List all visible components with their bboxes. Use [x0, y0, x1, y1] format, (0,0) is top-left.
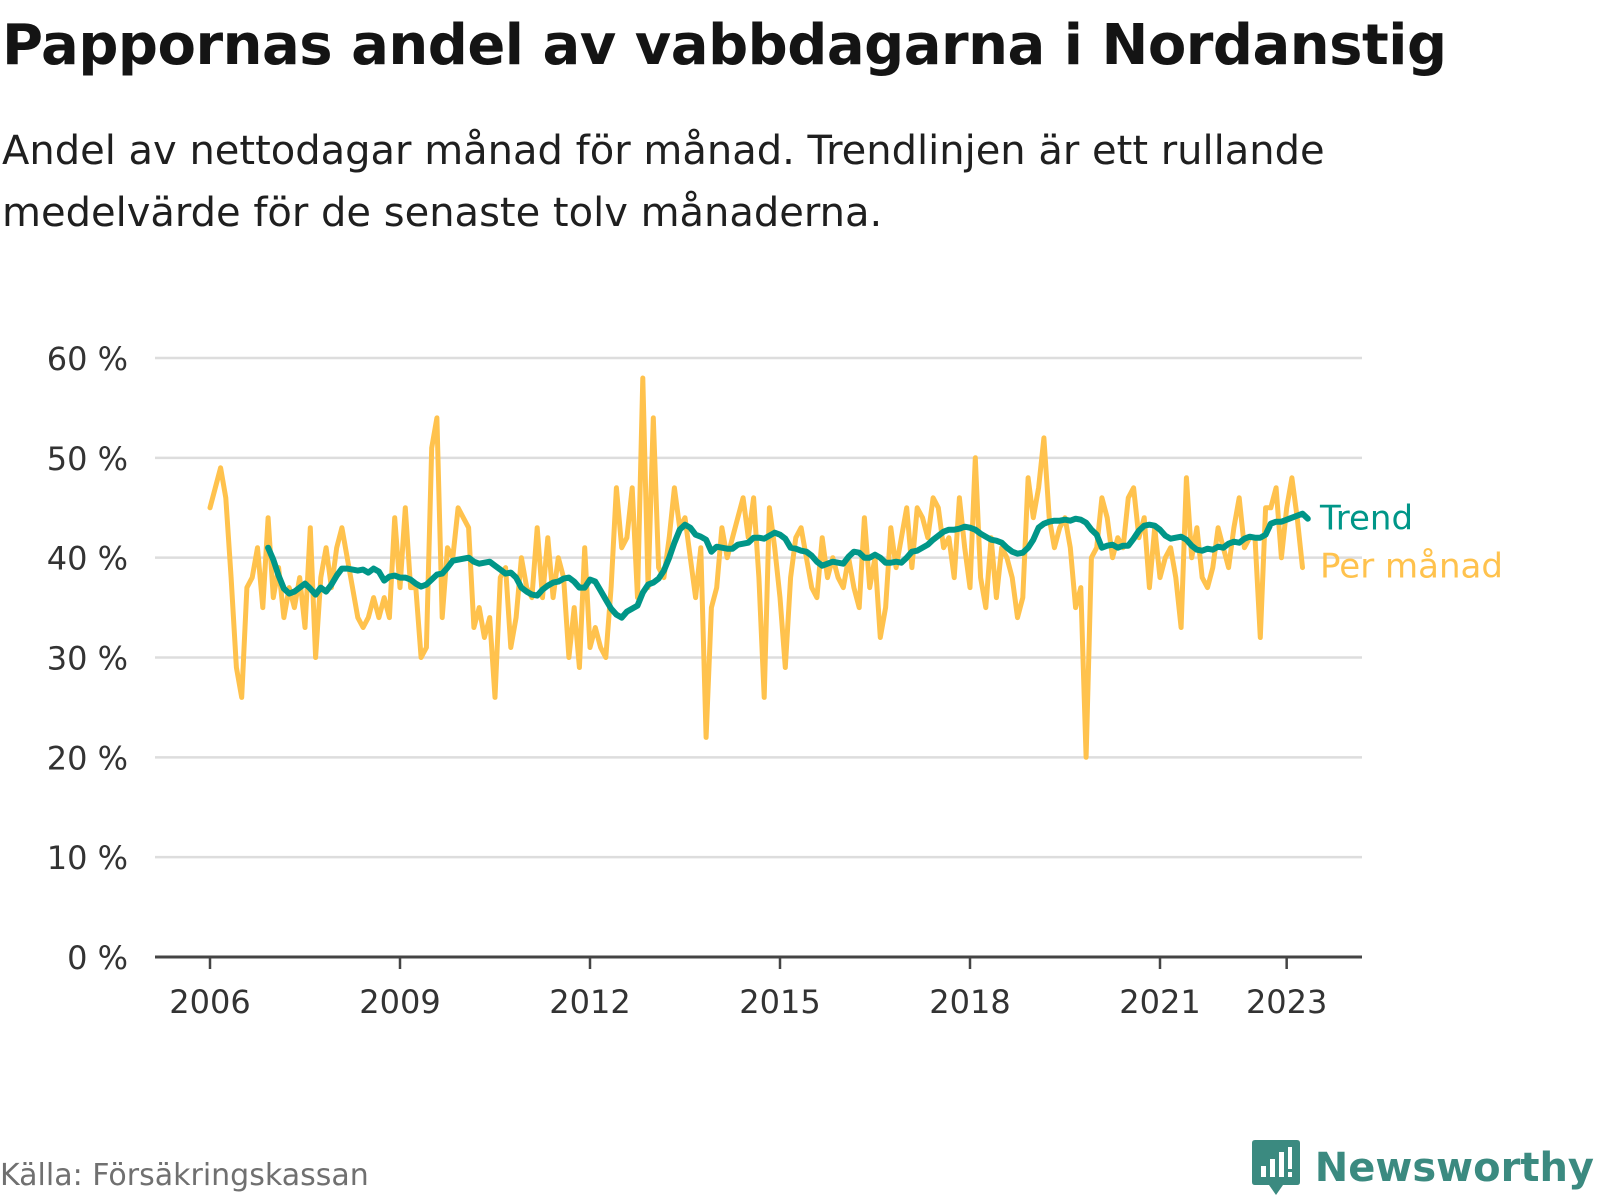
y-tick-label: 50 %	[47, 440, 128, 478]
x-tick-label: 2018	[929, 983, 1010, 1021]
x-tick-label: 2012	[549, 983, 630, 1021]
newsworthy-logo-icon	[1251, 1140, 1300, 1195]
newsworthy-logo: Newsworthy	[1251, 1138, 1594, 1198]
y-tick-label: 30 %	[47, 640, 128, 678]
x-tick-label: 2009	[359, 983, 440, 1021]
y-tick-label: 10 %	[47, 839, 128, 877]
source-note: Källa: Försäkringskassan	[0, 1158, 369, 1193]
brand-name: Newsworthy	[1314, 1145, 1594, 1191]
chart-subtitle: Andel av nettodagar månad för månad. Tre…	[2, 128, 1325, 236]
x-tick-label: 2015	[739, 983, 820, 1021]
series-end-labels: Trend Per månad	[1319, 499, 1503, 587]
y-axis-ticks: 0 % 10 % 20 % 30 % 40 % 50 % 60 %	[47, 340, 128, 977]
chart-title: Pappornas andel av vabbdagarna i Nordans…	[2, 13, 1447, 78]
x-tick-label: 2021	[1119, 983, 1200, 1021]
x-tick-label: 2006	[169, 983, 250, 1021]
monthly-end-label: Per månad	[1320, 547, 1503, 587]
x-axis: 2006 2009 2012 2015 2018 2021 2023	[155, 955, 1362, 1021]
x-tick-label: 2023	[1246, 983, 1327, 1021]
y-tick-label: 0 %	[67, 939, 128, 977]
trend-line	[265, 510, 1311, 621]
trend-end-label: Trend	[1319, 499, 1413, 539]
y-tick-label: 60 %	[47, 340, 128, 378]
y-tick-label: 20 %	[47, 739, 128, 777]
y-tick-label: 40 %	[47, 540, 128, 578]
series-lines	[207, 375, 1311, 760]
